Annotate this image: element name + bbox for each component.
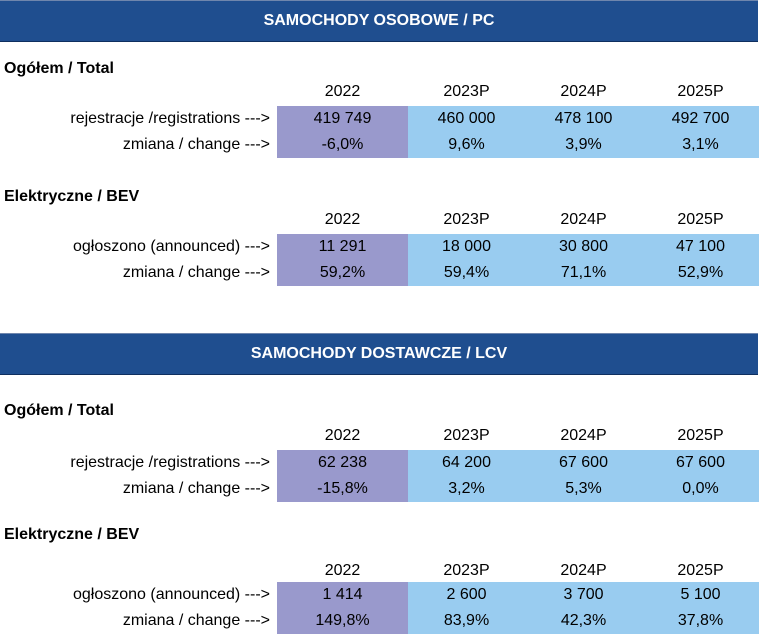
year-2024p: 2024P: [560, 562, 607, 579]
value-cell: 11 291: [277, 234, 408, 260]
lcv-bev-title: Elektryczne / BEV: [4, 526, 140, 543]
announced-row: ogłoszono (announced) ---> 1 414 2 600 3…: [0, 582, 760, 608]
value-cell: 67 600: [525, 450, 642, 476]
value-cell: 5 100: [642, 582, 759, 608]
year-2025p: 2025P: [677, 427, 724, 444]
change-row: zmiana / change ---> 59,2% 59,4% 71,1% 5…: [0, 260, 760, 286]
row-label: zmiana / change --->: [122, 612, 270, 629]
year-2022: 2022: [324, 562, 361, 579]
lcv-total-title: Ogółem / Total: [4, 402, 114, 419]
year-2025p: 2025P: [677, 83, 724, 100]
value-cell: 0,0%: [642, 476, 759, 502]
year-2024p: 2024P: [560, 427, 607, 444]
row-label: ogłoszono (announced) --->: [72, 586, 270, 603]
row-label: zmiana / change --->: [122, 480, 270, 497]
value-cell: 3,9%: [525, 132, 642, 158]
lcv-total-table: 2022 2023P 2024P 2025P rejestracje /regi…: [0, 425, 760, 502]
row-label: ogłoszono (announced) --->: [72, 238, 270, 255]
pc-bev-title: Elektryczne / BEV: [4, 188, 140, 205]
row-label: zmiana / change --->: [122, 264, 270, 281]
year-2025p: 2025P: [677, 211, 724, 228]
value-cell: 37,8%: [642, 608, 759, 634]
value-cell: 149,8%: [277, 608, 408, 634]
pc-total-table: 2022 2023P 2024P 2025P rejestracje /regi…: [0, 81, 760, 158]
value-cell: 3 700: [525, 582, 642, 608]
pc-total-title: Ogółem / Total: [4, 60, 114, 77]
value-cell: 419 749: [277, 106, 408, 132]
value-cell: 492 700: [642, 106, 759, 132]
value-cell: 3,2%: [408, 476, 525, 502]
value-cell: 460 000: [408, 106, 525, 132]
year-2023p: 2023P: [443, 427, 490, 444]
year-2024p: 2024P: [560, 83, 607, 100]
value-cell: 2 600: [408, 582, 525, 608]
value-cell: 9,6%: [408, 132, 525, 158]
value-cell: 5,3%: [525, 476, 642, 502]
year-2023p: 2023P: [443, 562, 490, 579]
year-header-row: 2022 2023P 2024P 2025P: [0, 81, 760, 103]
pc-bev-table: 2022 2023P 2024P 2025P ogłoszono (announ…: [0, 209, 760, 286]
registrations-row: rejestracje /registrations ---> 419 749 …: [0, 106, 760, 132]
row-label: rejestracje /registrations --->: [70, 454, 270, 471]
year-2025p: 2025P: [677, 562, 724, 579]
year-header-row: 2022 2023P 2024P 2025P: [0, 425, 760, 447]
value-cell: 62 238: [277, 450, 408, 476]
value-cell: 52,9%: [642, 260, 759, 286]
value-cell: 59,2%: [277, 260, 408, 286]
row-label: zmiana / change --->: [122, 136, 270, 153]
value-cell: 67 600: [642, 450, 759, 476]
value-cell: 71,1%: [525, 260, 642, 286]
value-cell: 42,3%: [525, 608, 642, 634]
pc-banner: SAMOCHODY OSOBOWE / PC: [0, 0, 758, 42]
value-cell: 30 800: [525, 234, 642, 260]
value-cell: 478 100: [525, 106, 642, 132]
year-2023p: 2023P: [443, 83, 490, 100]
year-header-row: 2022 2023P 2024P 2025P: [0, 209, 760, 231]
change-row: zmiana / change ---> -6,0% 9,6% 3,9% 3,1…: [0, 132, 760, 158]
year-header-row: 2022 2023P 2024P 2025P: [0, 560, 760, 582]
value-cell: 83,9%: [408, 608, 525, 634]
year-2022: 2022: [324, 427, 361, 444]
registrations-row: rejestracje /registrations ---> 62 238 6…: [0, 450, 760, 476]
year-2022: 2022: [324, 211, 361, 228]
lcv-bev-table: 2022 2023P 2024P 2025P ogłoszono (announ…: [0, 560, 760, 634]
value-cell: 1 414: [277, 582, 408, 608]
year-2022: 2022: [324, 83, 361, 100]
change-row: zmiana / change ---> -15,8% 3,2% 5,3% 0,…: [0, 476, 760, 502]
row-label: rejestracje /registrations --->: [70, 110, 270, 127]
year-2024p: 2024P: [560, 211, 607, 228]
value-cell: 3,1%: [642, 132, 759, 158]
announced-row: ogłoszono (announced) ---> 11 291 18 000…: [0, 234, 760, 260]
lcv-banner: SAMOCHODY DOSTAWCZE / LCV: [0, 333, 758, 375]
value-cell: 59,4%: [408, 260, 525, 286]
value-cell: 18 000: [408, 234, 525, 260]
value-cell: -15,8%: [277, 476, 408, 502]
value-cell: 47 100: [642, 234, 759, 260]
year-2023p: 2023P: [443, 211, 490, 228]
change-row: zmiana / change ---> 149,8% 83,9% 42,3% …: [0, 608, 760, 634]
value-cell: 64 200: [408, 450, 525, 476]
value-cell: -6,0%: [277, 132, 408, 158]
